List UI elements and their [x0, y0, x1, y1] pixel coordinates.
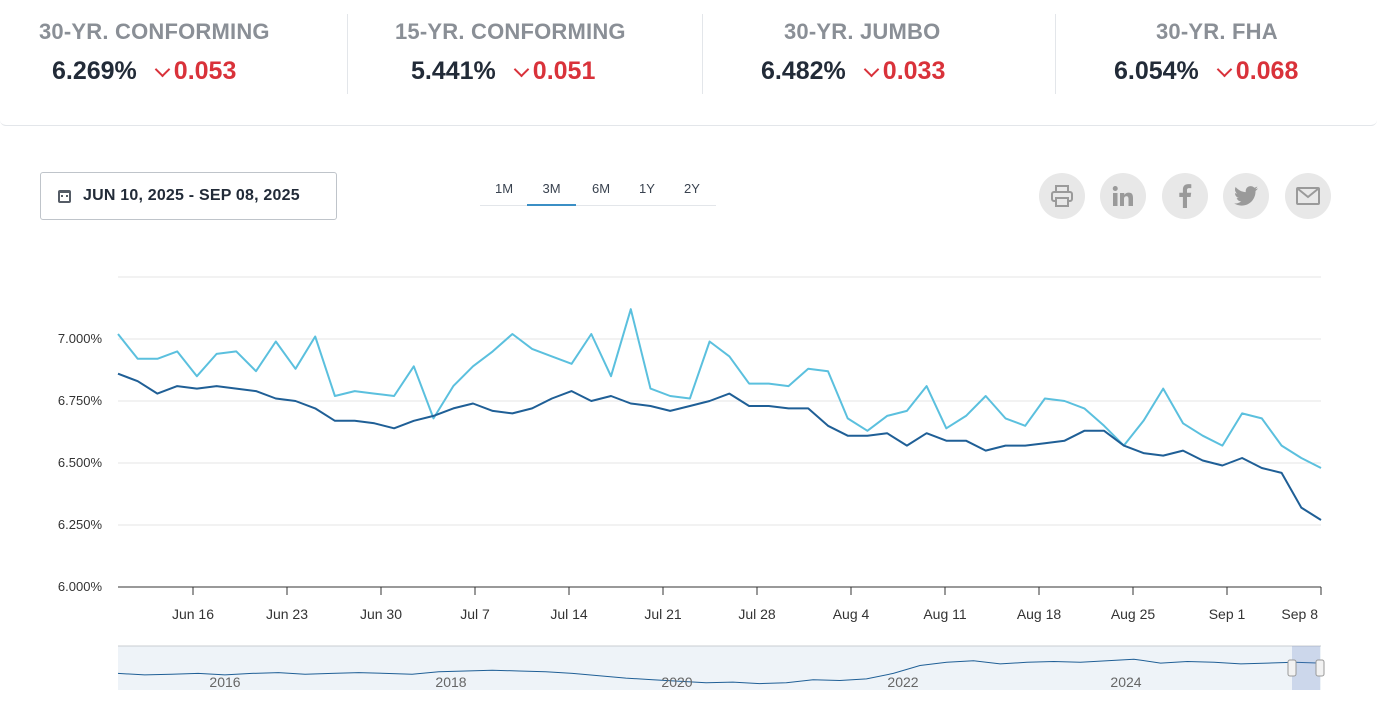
- rate-card-30yr-jumbo[interactable]: 30-YR. JUMBO 6.482% 0.033: [703, 0, 1055, 110]
- series-line-1: [117, 308, 1322, 469]
- divider: [347, 14, 348, 94]
- navigator-selection: [1292, 646, 1320, 690]
- navigator-year-label: 2022: [887, 674, 918, 690]
- print-icon: [1051, 185, 1073, 207]
- rate-change: 0.053: [173, 57, 237, 85]
- rate-row: 6.269% 0.053: [0, 57, 344, 86]
- x-tick-label: Aug 25: [1111, 606, 1156, 622]
- linkedin-button[interactable]: [1100, 173, 1146, 219]
- tab-1m[interactable]: 1M: [494, 181, 514, 196]
- x-tick-label: Jun 23: [266, 606, 308, 622]
- twitter-button[interactable]: [1223, 173, 1269, 219]
- calendar-icon: [58, 189, 71, 203]
- y-tick-label: 7.000%: [58, 331, 103, 346]
- x-tick-label: Sep 1: [1209, 606, 1246, 622]
- email-icon: [1296, 187, 1320, 205]
- rate-history-chart: 6.000% 6.250% 6.500% 6.750% 7.000% Jun 16 Jun …: [58, 276, 1325, 690]
- rate-title: 30-YR. JUMBO: [784, 19, 941, 44]
- twitter-icon: [1234, 186, 1258, 206]
- range-tabs: 1M 3M 6M 1Y 2Y: [480, 178, 716, 206]
- rate-title: 15-YR. CONFORMING: [395, 19, 626, 44]
- rate-change: 0.033: [882, 57, 946, 85]
- rate-value: 6.482%: [761, 57, 846, 85]
- x-tick-label: Jun 30: [360, 606, 402, 622]
- navigator-handle: [1315, 659, 1325, 677]
- facebook-icon: [1179, 184, 1192, 208]
- navigator-handle: [1287, 659, 1297, 677]
- date-range-text: JUN 10, 2025 - SEP 08, 2025: [83, 187, 300, 204]
- y-tick-label: 6.000%: [58, 579, 103, 594]
- series-line-2: [117, 372, 1322, 521]
- chevron-down-icon: [513, 61, 530, 78]
- chevron-down-icon: [1216, 61, 1233, 78]
- rate-row: 5.441% 0.051: [348, 57, 702, 86]
- rate-value: 6.269%: [52, 57, 137, 85]
- navigator-year-label: 2016: [209, 674, 240, 690]
- divider: [702, 14, 703, 94]
- x-tick-label: Jul 21: [644, 606, 682, 622]
- rate-title: 30-YR. CONFORMING: [39, 19, 270, 44]
- tab-6m[interactable]: 6M: [591, 181, 611, 196]
- y-tick-label: 6.750%: [58, 393, 103, 408]
- rate-card-30yr-fha[interactable]: 30-YR. FHA 6.054% 0.068: [1056, 0, 1377, 110]
- email-button[interactable]: [1285, 173, 1331, 219]
- rates-summary-bar: 30-YR. CONFORMING 6.269% 0.053 15-YR. CON…: [0, 0, 1377, 126]
- x-tick-label: Aug 11: [923, 606, 967, 622]
- x-tick-label: Jul 28: [738, 606, 776, 622]
- rate-row: 6.054% 0.068: [1056, 57, 1377, 86]
- rate-title: 30-YR. FHA: [1156, 19, 1278, 44]
- x-tick-label: Jun 16: [172, 606, 214, 622]
- rate-card-15yr-conforming[interactable]: 15-YR. CONFORMING 5.441% 0.051: [348, 0, 702, 110]
- rate-row: 6.482% 0.033: [703, 57, 1055, 86]
- tab-1y[interactable]: 1Y: [639, 181, 655, 196]
- divider: [1055, 14, 1056, 94]
- rate-change: 0.068: [1235, 57, 1299, 85]
- y-tick-label: 6.250%: [58, 517, 103, 532]
- x-tick-label: Aug 18: [1017, 606, 1062, 622]
- rate-change: 0.051: [532, 57, 596, 85]
- date-range-picker[interactable]: JUN 10, 2025 - SEP 08, 2025: [40, 172, 337, 220]
- tab-2y[interactable]: 2Y: [684, 181, 700, 196]
- rate-card-30yr-conforming[interactable]: 30-YR. CONFORMING 6.269% 0.053: [0, 0, 344, 110]
- rate-value: 5.441%: [411, 57, 496, 85]
- navigator-year-label: 2024: [1110, 674, 1141, 690]
- chevron-down-icon: [154, 61, 171, 78]
- navigator-year-label: 2020: [661, 674, 692, 690]
- x-tick-label: Sep 8: [1281, 606, 1318, 622]
- chevron-down-icon: [863, 61, 880, 78]
- y-tick-label: 6.500%: [58, 455, 103, 470]
- navigator-line: [117, 658, 1322, 685]
- x-tick-label: Jul 14: [550, 606, 588, 622]
- navigator-year-label: 2018: [435, 674, 466, 690]
- x-tick-label: Jul 7: [460, 606, 490, 622]
- tab-3m[interactable]: 3M: [527, 181, 576, 206]
- x-tick-label: Aug 4: [833, 606, 870, 622]
- facebook-button[interactable]: [1162, 173, 1208, 219]
- print-button[interactable]: [1039, 173, 1085, 219]
- rate-value: 6.054%: [1114, 57, 1199, 85]
- linkedin-icon: [1112, 186, 1133, 206]
